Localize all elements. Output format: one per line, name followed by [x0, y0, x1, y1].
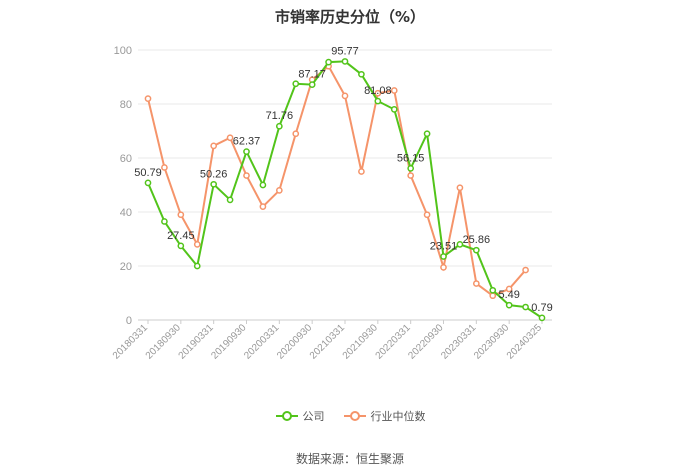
- data-point-industry: [423, 211, 431, 219]
- legend: 公司 行业中位数: [0, 408, 700, 424]
- data-point-company: [259, 181, 267, 189]
- data-point-company: [161, 218, 168, 225]
- x-tick-label: 20240325: [505, 322, 545, 362]
- data-point-company: [440, 253, 447, 260]
- data-point-industry: [210, 142, 218, 150]
- data-label: 23.51: [430, 241, 458, 253]
- data-point-company: [489, 286, 497, 294]
- data-point-company: [243, 148, 250, 155]
- data-point-company: [177, 242, 185, 250]
- data-point-industry: [390, 87, 398, 94]
- data-point-industry: [341, 92, 349, 100]
- data-point-industry: [522, 266, 529, 274]
- data-point-industry: [489, 292, 497, 300]
- source-note: 数据来源：恒生聚源: [295, 452, 404, 466]
- data-point-industry: [456, 184, 464, 192]
- data-point-company: [308, 81, 316, 88]
- data-label: 5.49: [498, 289, 519, 301]
- data-point-industry: [161, 164, 168, 171]
- data-label: 81.08: [364, 85, 392, 97]
- legend-item-industry[interactable]: 行业中位数: [343, 408, 426, 424]
- data-point-company: [193, 262, 201, 270]
- data-point-company: [407, 165, 415, 172]
- data-label: 0.79: [531, 302, 552, 314]
- data-point-industry: [472, 280, 480, 287]
- data-point-industry: [374, 89, 382, 97]
- data-label: 95.77: [331, 45, 359, 57]
- data-point-company: [505, 301, 513, 309]
- y-tick-label: 0: [126, 315, 132, 327]
- data-label: 50.26: [200, 168, 228, 180]
- data-point-industry: [407, 172, 415, 179]
- data-point-industry: [226, 134, 234, 142]
- y-tick-label: 60: [120, 153, 132, 165]
- data-point-industry: [440, 264, 447, 271]
- data-label: 50.79: [134, 167, 162, 179]
- data-point-company: [341, 58, 349, 65]
- data-point-company: [210, 180, 218, 188]
- data-point-company: [358, 70, 365, 78]
- data-label: 56.15: [397, 152, 425, 164]
- data-point-company: [325, 58, 332, 66]
- data-point-industry: [193, 241, 201, 248]
- data-point-industry: [358, 168, 365, 175]
- legend-item-company[interactable]: 公司: [275, 408, 325, 424]
- data-point-company: [390, 106, 398, 113]
- data-point-company: [374, 97, 382, 105]
- data-point-company: [538, 314, 546, 322]
- y-tick-label: 20: [120, 261, 132, 273]
- data-point-industry: [177, 211, 185, 219]
- legend-label-company: 公司: [302, 410, 325, 423]
- legend-company-marker: [275, 411, 298, 421]
- data-point-industry: [275, 187, 283, 194]
- data-point-company: [226, 196, 234, 204]
- data-point-company: [144, 179, 152, 187]
- legend-industry-marker: [343, 411, 366, 421]
- legend-label-industry: 行业中位数: [370, 410, 426, 423]
- chart-title: 市销率历史分位（%）: [274, 8, 426, 26]
- data-point-industry: [144, 95, 152, 102]
- y-tick-label: 80: [120, 99, 132, 111]
- series-line-industry: [147, 64, 527, 297]
- data-point-industry: [259, 203, 267, 210]
- data-label: 71.76: [266, 110, 294, 122]
- data-point-company: [472, 246, 480, 254]
- data-point-industry: [292, 130, 300, 138]
- data-label: 87.17: [298, 69, 326, 81]
- data-point-industry: [243, 172, 250, 179]
- y-tick-label: 100: [114, 45, 132, 57]
- data-label: 62.37: [233, 136, 261, 148]
- data-point-company: [275, 122, 283, 130]
- data-point-company: [456, 241, 464, 248]
- data-label: 25.86: [463, 234, 491, 246]
- y-tick-label: 40: [120, 207, 132, 219]
- data-point-company: [423, 130, 431, 138]
- data-label: 27.45: [167, 230, 195, 242]
- data-point-company: [522, 303, 529, 311]
- data-point-company: [292, 80, 300, 88]
- data-point-industry: [505, 285, 513, 293]
